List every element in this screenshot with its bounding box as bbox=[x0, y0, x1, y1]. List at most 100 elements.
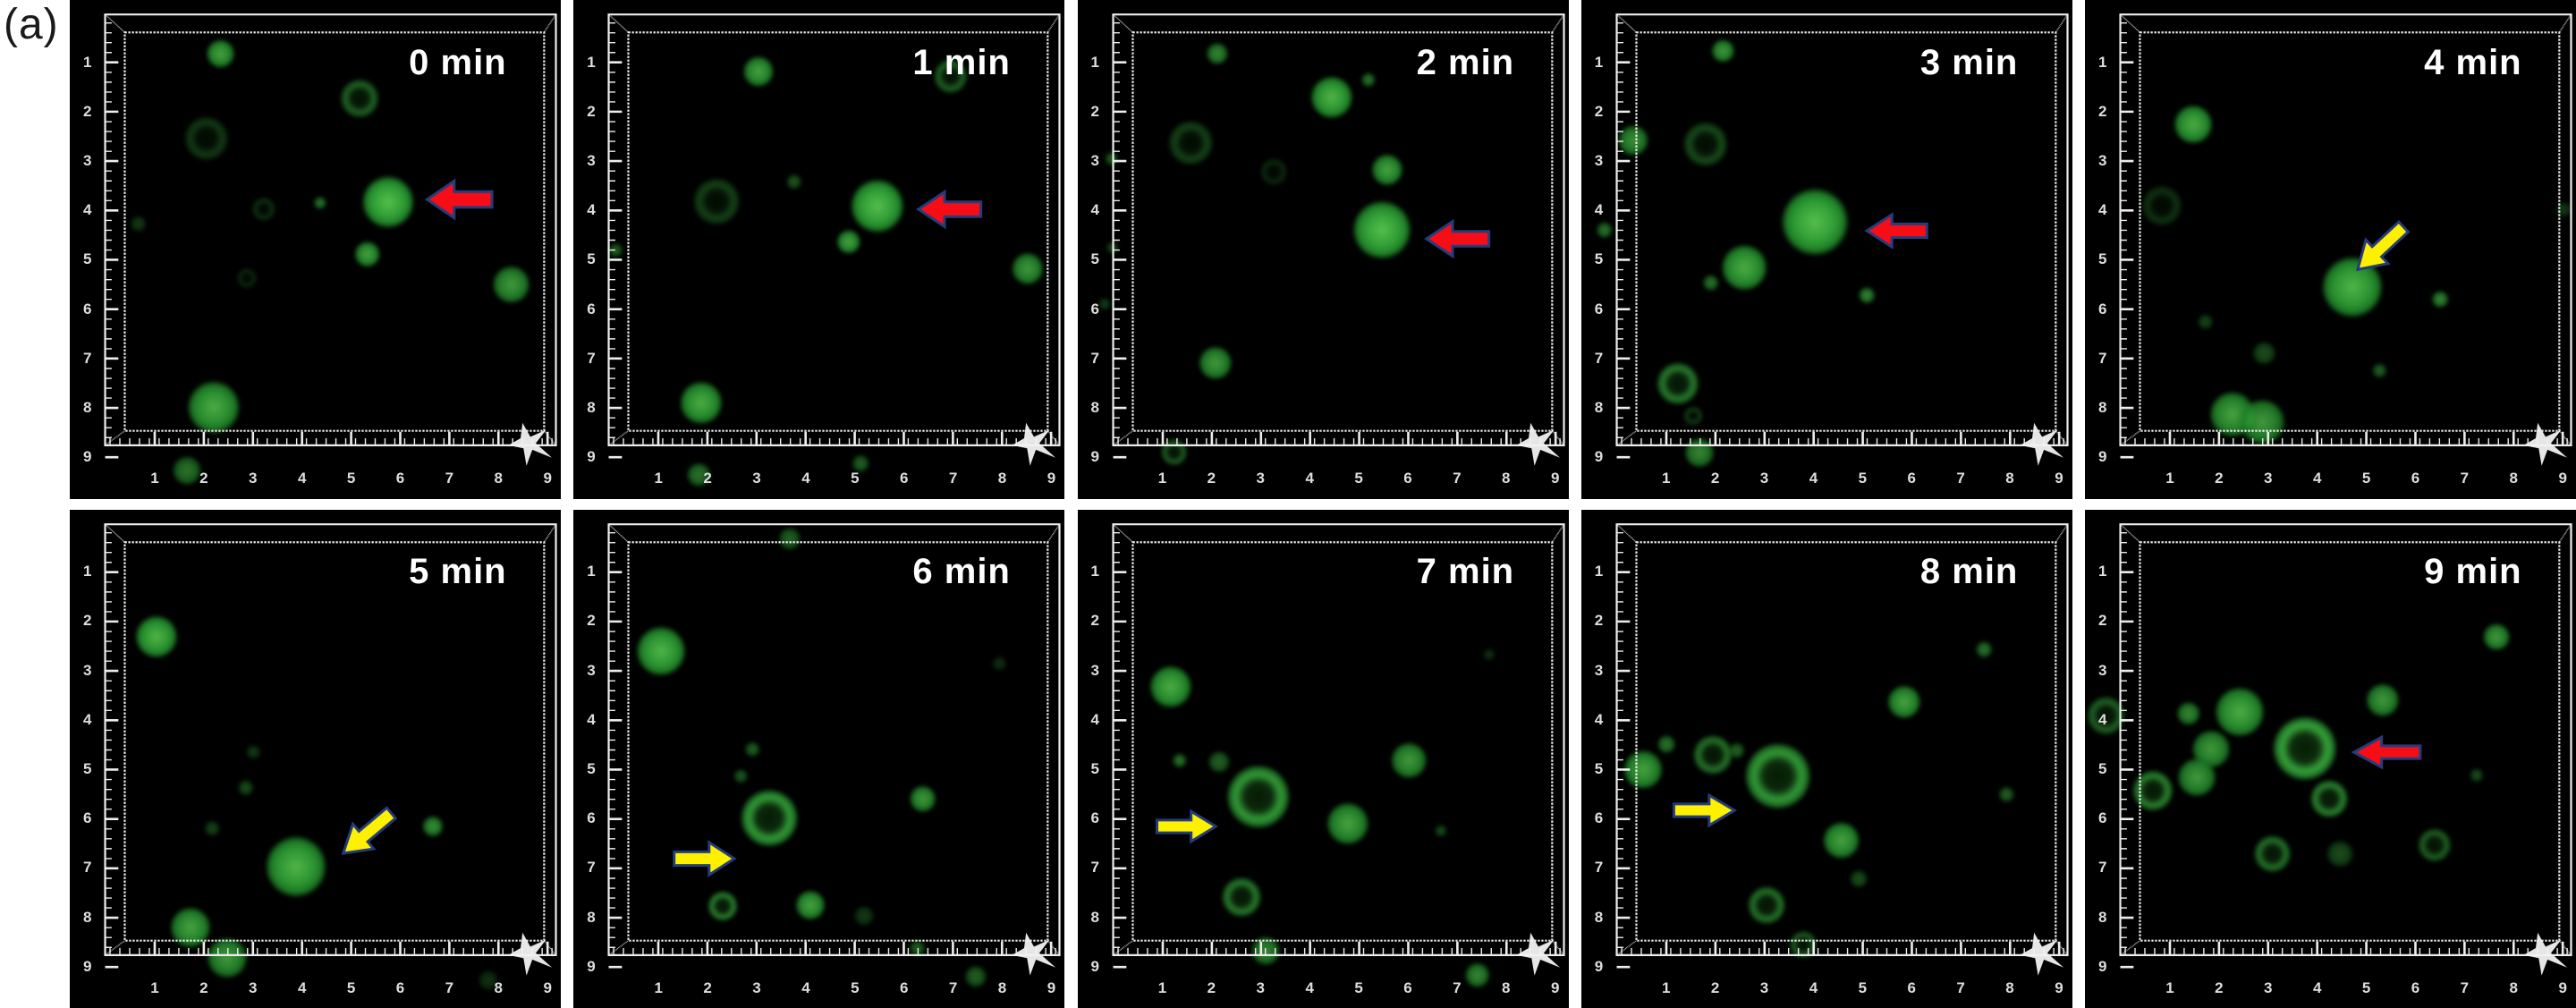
y-axis-tick-label: 8 bbox=[83, 399, 92, 417]
x-axis-tick-label: 8 bbox=[1502, 470, 1511, 487]
x-axis-tick-label: 8 bbox=[494, 470, 503, 487]
x-axis-tick-label: 2 bbox=[199, 470, 208, 487]
x-axis-tick-label: 6 bbox=[1403, 470, 1412, 487]
fluorescent-blob bbox=[1693, 734, 1733, 775]
fluorescent-blob bbox=[1850, 869, 1868, 888]
x-axis-tick-label: 4 bbox=[1305, 470, 1314, 487]
fluorescent-blob bbox=[206, 39, 235, 69]
y-axis-tick-label: 3 bbox=[587, 661, 596, 679]
y-axis-tick-label: 6 bbox=[587, 300, 596, 318]
fluorescent-blob bbox=[2239, 399, 2285, 445]
x-axis-tick-label: 4 bbox=[1809, 470, 1818, 487]
y-axis-tick-label: 3 bbox=[2098, 152, 2107, 170]
x-axis-tick-label: 6 bbox=[2411, 470, 2420, 487]
fluorescent-blob bbox=[1435, 824, 1447, 837]
y-axis-tick-label: 1 bbox=[1090, 53, 1099, 71]
y-axis-tick-label: 8 bbox=[1090, 908, 1099, 926]
fluorescent-blob bbox=[2273, 716, 2337, 781]
fluorescent-blob bbox=[1160, 438, 1188, 466]
x-axis-tick-label: 3 bbox=[752, 470, 761, 487]
fluorescent-blob bbox=[1657, 735, 1676, 753]
x-axis-tick-label: 8 bbox=[2509, 978, 2518, 996]
fluorescent-blob bbox=[2366, 683, 2400, 717]
fluorescent-blob bbox=[680, 381, 723, 425]
x-axis-tick-label: 2 bbox=[1710, 470, 1720, 487]
y-axis-tick-label: 7 bbox=[1090, 349, 1099, 367]
y-axis-tick-label: 4 bbox=[83, 710, 92, 728]
y-axis-tick-label: 3 bbox=[587, 152, 596, 170]
y-axis-tick-label: 5 bbox=[587, 250, 596, 268]
x-axis-tick-label: 8 bbox=[494, 978, 503, 996]
x-axis-tick-label: 1 bbox=[1157, 470, 1167, 487]
fluorescent-blob bbox=[2326, 840, 2354, 868]
y-axis-tick-label: 8 bbox=[1090, 399, 1099, 417]
fluorescent-blob bbox=[2177, 758, 2216, 797]
x-axis-tick-label: 3 bbox=[1256, 978, 1265, 996]
x-axis-tick-label: 9 bbox=[1046, 470, 1056, 487]
orientation-marker-icon bbox=[2020, 422, 2063, 466]
fluorescent-blob bbox=[183, 116, 229, 161]
fluorescent-blob bbox=[1682, 122, 1728, 166]
y-axis-tick-label: 5 bbox=[587, 759, 596, 777]
y-axis-tick-label: 9 bbox=[587, 448, 596, 466]
panel-1-min: 1 2 3 4 5 6 7 8 9 1 2 3 4 5 6 7 8 9 1 min bbox=[573, 0, 1065, 499]
red-arrow-icon bbox=[918, 191, 981, 228]
fluorescent-blob bbox=[1012, 252, 1044, 285]
y-axis-tick-label: 9 bbox=[83, 957, 92, 975]
time-label: 2 min bbox=[1416, 42, 1515, 82]
red-arrow-icon bbox=[2352, 736, 2420, 768]
y-axis-tick-label: 5 bbox=[1090, 250, 1099, 268]
fluorescent-blob bbox=[2176, 701, 2200, 726]
x-axis-tick-label: 5 bbox=[2361, 978, 2371, 996]
x-axis-tick-label: 4 bbox=[2312, 470, 2322, 487]
y-axis-tick-label: 8 bbox=[587, 399, 596, 417]
fluorescent-blob bbox=[836, 230, 860, 254]
fluorescent-blob bbox=[608, 243, 623, 258]
fluorescent-blob bbox=[236, 268, 257, 289]
y-axis-tick-label: 4 bbox=[587, 201, 596, 219]
fluorescent-blob bbox=[744, 741, 760, 757]
time-label: 9 min bbox=[2424, 552, 2522, 592]
panel-3-min: 1 2 3 4 5 6 7 8 9 1 2 3 4 5 6 7 8 9 3 min bbox=[1580, 0, 2072, 499]
fluorescent-blob bbox=[1781, 188, 1849, 256]
panel-7-min: 1 2 3 4 5 6 7 8 9 1 2 3 4 5 6 7 8 9 7 min bbox=[1077, 509, 1569, 1008]
x-axis-tick-label: 4 bbox=[2312, 978, 2322, 996]
time-label: 7 min bbox=[1416, 552, 1515, 592]
fluorescent-blob bbox=[1465, 962, 1490, 987]
y-axis-tick-label: 4 bbox=[2098, 201, 2107, 219]
x-axis-tick-label: 5 bbox=[851, 978, 860, 996]
fluorescent-blob bbox=[1251, 936, 1281, 966]
yellow-arrow-icon bbox=[674, 841, 736, 876]
fluorescent-blob bbox=[1729, 742, 1745, 759]
orientation-marker-icon bbox=[1012, 932, 1056, 976]
x-axis-tick-label: 2 bbox=[703, 978, 712, 996]
y-axis-tick-label: 7 bbox=[2098, 859, 2107, 877]
y-axis-tick-label: 4 bbox=[1090, 201, 1099, 219]
y-axis-tick-label: 1 bbox=[2098, 563, 2107, 580]
yellow-arrow-icon bbox=[1674, 794, 1735, 826]
fluorescent-blob bbox=[1326, 802, 1369, 845]
x-axis-tick-label: 8 bbox=[2509, 470, 2518, 487]
x-axis-tick-label: 9 bbox=[543, 470, 552, 487]
y-axis-tick-label: 6 bbox=[2098, 300, 2107, 318]
y-axis-tick-label: 2 bbox=[1594, 102, 1604, 120]
x-axis-tick-label: 6 bbox=[2411, 978, 2420, 996]
fluorescent-blob bbox=[313, 196, 327, 210]
fluorescent-blob bbox=[2253, 834, 2292, 873]
y-axis-tick-label: 4 bbox=[1090, 710, 1099, 728]
fluorescent-blob bbox=[708, 891, 738, 921]
fluorescent-blob bbox=[1617, 125, 1648, 157]
y-axis-tick-label: 6 bbox=[1594, 300, 1604, 318]
fluorescent-blob bbox=[2556, 201, 2572, 217]
orientation-marker-icon bbox=[508, 932, 553, 976]
x-axis-tick-label: 9 bbox=[543, 978, 552, 996]
y-axis-tick-label: 9 bbox=[1594, 448, 1604, 466]
fluorescent-blob bbox=[743, 56, 775, 88]
y-axis-tick-label: 1 bbox=[83, 53, 92, 71]
x-axis-tick-label: 1 bbox=[2165, 978, 2174, 996]
y-axis-tick-label: 2 bbox=[1090, 612, 1099, 630]
fluorescent-blob bbox=[2469, 767, 2484, 783]
fluorescent-blob bbox=[1208, 750, 1231, 773]
y-axis-tick-label: 6 bbox=[2098, 809, 2107, 827]
